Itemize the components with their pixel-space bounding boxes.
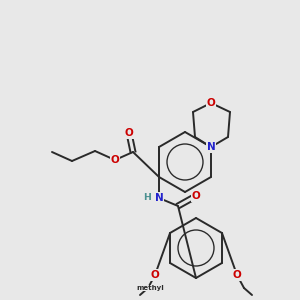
Text: O: O bbox=[111, 155, 119, 165]
Text: O: O bbox=[124, 128, 134, 138]
Text: O: O bbox=[151, 270, 159, 280]
Text: O: O bbox=[192, 191, 200, 201]
Text: O: O bbox=[232, 270, 242, 280]
Text: H: H bbox=[143, 194, 151, 202]
Text: N: N bbox=[154, 193, 164, 203]
Text: O: O bbox=[207, 98, 215, 108]
Text: N: N bbox=[207, 142, 215, 152]
Text: methyl: methyl bbox=[136, 285, 164, 291]
